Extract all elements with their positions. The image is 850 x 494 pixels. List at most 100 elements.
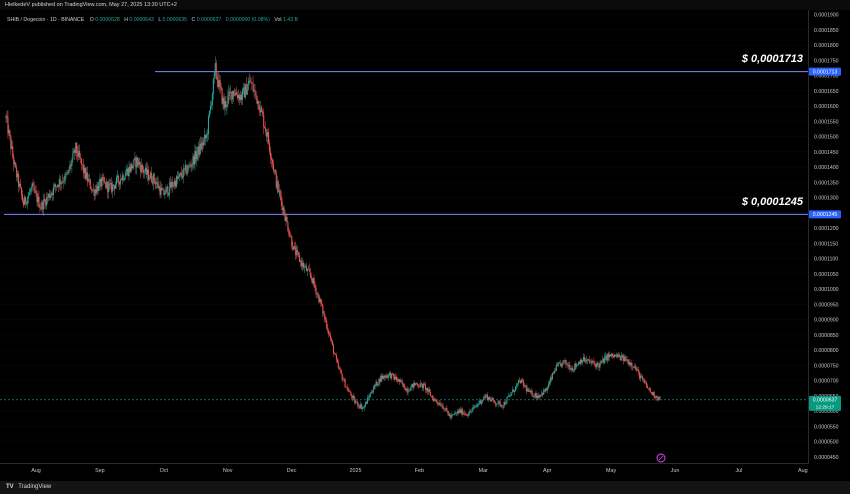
y-axis[interactable]: 0.0001900 0.0001850 0.0001800 0.0001750 0.00… [808, 10, 839, 464]
candle [111, 177, 113, 195]
candle-body [27, 195, 29, 198]
candle [623, 353, 625, 362]
candle-body [147, 169, 149, 180]
candle-body [563, 360, 565, 362]
candle-body [552, 372, 554, 374]
candle-body [137, 157, 139, 165]
horizontal-levels[interactable]: $ 0,0001713 $ 0,0001245 [4, 53, 808, 215]
candle [657, 395, 659, 402]
candle-body [643, 380, 646, 383]
candle [492, 397, 494, 404]
candle-body [126, 168, 128, 173]
candle [406, 385, 408, 396]
candle [543, 388, 545, 395]
event-marker-icon[interactable] [656, 453, 666, 463]
candle [260, 100, 262, 117]
candle [91, 189, 93, 193]
candle-body [549, 377, 552, 382]
candle-body [511, 392, 513, 395]
candle-body [250, 82, 252, 83]
candle [535, 390, 537, 399]
candle-body [629, 362, 631, 366]
candle [316, 291, 318, 299]
candle-body [376, 381, 378, 386]
candle [75, 142, 77, 157]
candle [372, 386, 374, 394]
x-axis[interactable]: Aug Sep Oct Nov Dec 2025 Feb Mar Apr May Jun Jul Aug [0, 463, 808, 475]
candle [349, 389, 351, 393]
candle-body [610, 354, 612, 357]
candle [242, 82, 244, 95]
candle [94, 185, 96, 200]
candle-body [240, 94, 242, 101]
event-marker[interactable] [656, 453, 666, 463]
candle [150, 166, 152, 183]
price-chart[interactable]: $ 0,0001713 $ 0,0001245 SHIB / Dogecoin … [0, 10, 850, 481]
candle [238, 92, 241, 106]
candle-body [346, 387, 348, 389]
candle-body [269, 151, 272, 158]
tradingview-logo-icon[interactable]: TV [6, 484, 14, 490]
candle [419, 383, 421, 388]
candle [506, 396, 508, 404]
candle [144, 169, 146, 179]
candle-body [556, 364, 558, 366]
candle [564, 357, 566, 365]
candle-body [584, 361, 586, 363]
candle-body [34, 190, 36, 192]
candle-body [449, 414, 451, 416]
candle-body [51, 193, 54, 195]
candle-body [627, 359, 629, 365]
candle-body [394, 376, 397, 380]
candle [384, 374, 386, 382]
candle [524, 384, 526, 388]
footer-brand: TradingView [18, 484, 52, 490]
candle [611, 353, 614, 359]
candle-body [337, 362, 339, 368]
x-tick-label: Aug [31, 468, 41, 474]
candle-body [55, 186, 57, 188]
candle [354, 395, 356, 405]
candle [259, 105, 261, 116]
candle [330, 331, 332, 342]
candle [173, 181, 175, 188]
candle [362, 406, 365, 409]
candle-body [265, 128, 267, 132]
candle [39, 204, 41, 213]
candle [298, 252, 300, 259]
candle-body [651, 392, 653, 396]
candle-body [431, 395, 433, 398]
candle-body [215, 63, 217, 77]
candle-body [93, 190, 95, 196]
legend-high-value: 0.0000643 [129, 17, 154, 23]
candle [452, 413, 454, 417]
candle-body [189, 165, 191, 167]
candle-body [446, 407, 448, 411]
candle-body [460, 409, 462, 413]
y-tick-label: 0.0000450 [814, 455, 839, 461]
candle-body [317, 293, 319, 295]
candle-body [432, 397, 434, 402]
y-tick-label: 0.0001750 [814, 58, 839, 64]
candle-body [396, 379, 398, 382]
candle-body [210, 105, 212, 106]
x-tick-label: Nov [223, 468, 233, 474]
candle-body [150, 172, 152, 182]
candle [497, 400, 499, 408]
candle [230, 85, 232, 101]
candle [114, 181, 117, 190]
candle-body [117, 175, 119, 182]
candle-body [640, 375, 642, 379]
candle-body [497, 401, 499, 404]
candle-body [74, 150, 76, 154]
candle [635, 363, 637, 371]
candle-body [606, 355, 608, 361]
candle-body [586, 359, 588, 361]
candle-body [628, 362, 630, 365]
candle [294, 242, 296, 250]
candle-body [457, 411, 460, 413]
candle [137, 156, 139, 168]
candle-body [542, 392, 544, 395]
y-tick-label: 0.0000700 [814, 379, 839, 385]
candle-body [40, 207, 42, 209]
